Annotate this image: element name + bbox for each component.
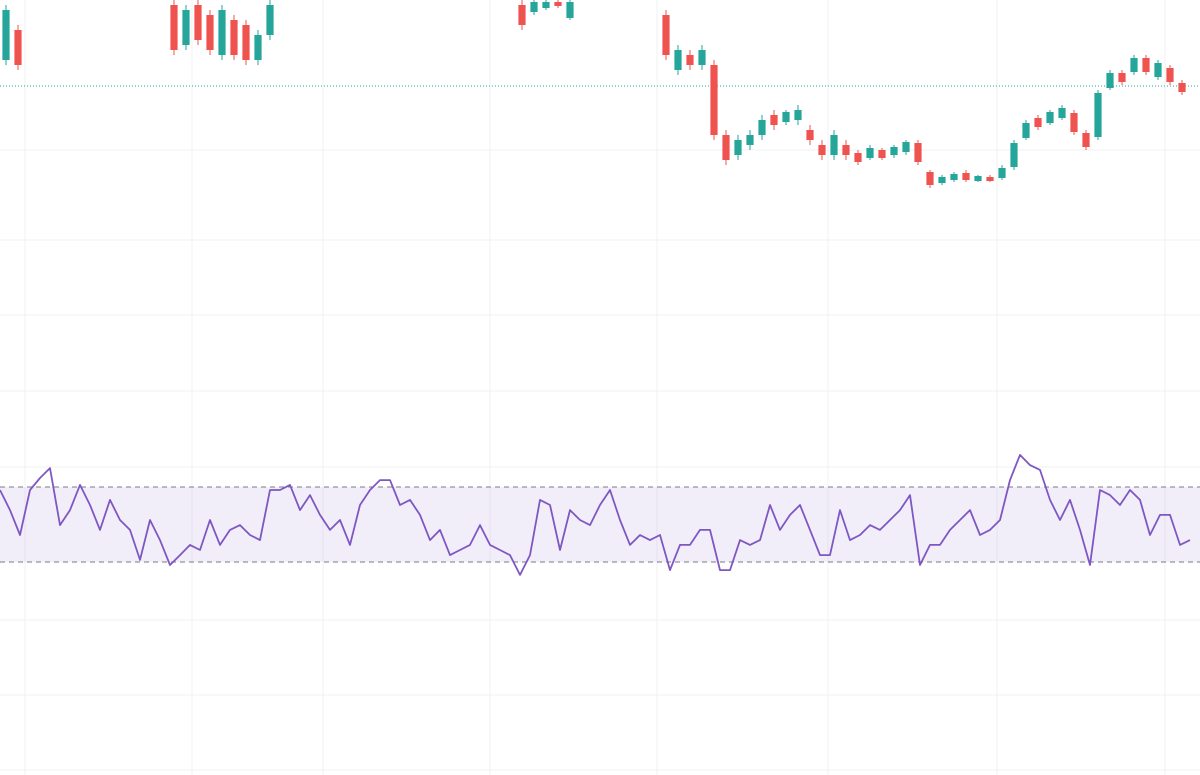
candle-body [1118,73,1126,82]
candle-body [530,2,538,12]
candle-body [542,2,550,8]
candle-body [782,112,790,122]
candle-body [254,35,262,60]
candle-body [950,174,958,180]
candle-body [518,5,526,25]
candle-body [962,173,970,180]
candle-body [938,177,946,183]
candle-body [14,30,22,65]
candle-body [1154,63,1162,77]
candle-body [926,172,934,185]
candle-body [914,143,922,162]
candle-body [218,10,226,55]
candle-body [830,135,838,155]
candle-body [818,145,826,155]
candle-body [1130,58,1138,72]
candle-body [806,130,814,140]
rsi-line [0,453,1191,576]
candle-body [242,25,250,60]
candle-body [746,135,754,145]
candle-body [1106,73,1114,88]
candle-body [230,20,238,55]
candle-body [170,5,178,50]
candle-body [194,5,202,40]
candle-body [986,177,994,181]
candle-body [1010,143,1018,167]
candle-body [182,10,190,45]
candle-body [266,5,274,35]
candle-body [1058,108,1066,118]
candle-body [686,55,694,65]
candle-body [866,148,874,158]
candle-body [974,176,982,181]
candle-body [710,65,718,135]
candle-body [1082,133,1090,147]
candle-body [854,153,862,162]
candle-body [878,150,886,158]
candle-body [2,10,10,60]
candle-body [1142,58,1150,72]
candle-body [1094,93,1102,137]
candle-body [554,2,562,6]
candle-body [206,15,214,50]
candle-body [902,142,910,152]
candle-body [698,50,706,65]
candle-body [758,120,766,135]
candle-body [722,135,730,160]
band-fill [0,487,1200,562]
candle-body [566,2,574,18]
candle-body [1034,118,1042,127]
candle-body [1046,112,1054,123]
candle-body [842,145,850,155]
candle-body [1166,68,1174,82]
candle-body [734,140,742,155]
candle-body [794,110,802,120]
candle-body [890,147,898,155]
candle-body [1070,113,1078,132]
candle-body [770,115,778,125]
candle-body [1022,123,1030,138]
candle-body [1178,83,1186,92]
candle-body [674,50,682,70]
candle-body [662,15,670,55]
candle-body [998,168,1006,178]
